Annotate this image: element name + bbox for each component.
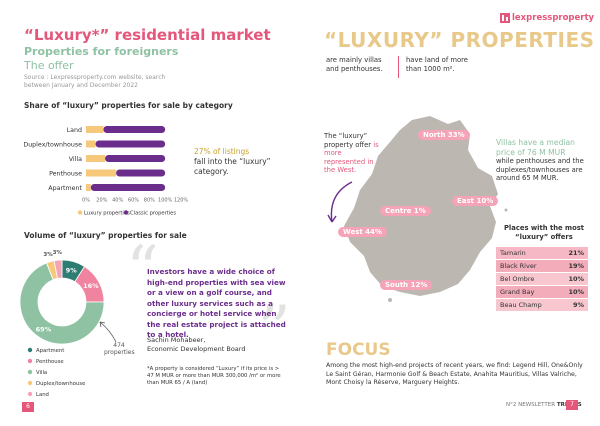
slice-value-label: 3% xyxy=(43,252,53,258)
legend-swatch xyxy=(27,369,33,375)
building-logo-icon xyxy=(500,13,510,23)
donut-slice xyxy=(53,259,63,279)
heading-divider xyxy=(398,56,399,78)
x-tick-label: 20% xyxy=(96,198,107,204)
page-number-left: 6 xyxy=(22,402,34,412)
x-tick-label: 80% xyxy=(144,198,155,204)
bar-segment xyxy=(103,126,166,133)
x-tick-label: 40% xyxy=(112,198,123,204)
donut-chart-title: Volume of “luxury” properties for sale xyxy=(24,231,187,240)
table-row: Grand Bay 10% xyxy=(496,286,588,298)
page-number-right: 7 xyxy=(566,400,578,410)
bar-segment xyxy=(86,184,91,191)
west-note-a: The “luxury” property offer xyxy=(324,132,372,149)
villa-note-green: Villas have a median price of 76 M MUR xyxy=(496,138,575,157)
table-row: Black River 19% xyxy=(496,260,588,272)
donut-total: 474 properties xyxy=(104,342,135,356)
category-label: Villa xyxy=(69,156,82,163)
right-page: lexpressproperty “LUXURY” PROPERTIES are… xyxy=(300,0,600,426)
bar-note-pct: 27% of listings xyxy=(194,147,250,156)
table-row: Tamarin 21% xyxy=(496,247,588,259)
category-label: Penthouse xyxy=(49,171,82,178)
donut-chart: 9% 16% 69% 3% 3% Apartment Penthouse Villa Duple… xyxy=(19,250,105,398)
bar-segment xyxy=(105,155,166,162)
heading-col-2: have land of more than 1000 m². xyxy=(406,56,468,73)
slice-value-label: 69% xyxy=(36,325,52,333)
bar-segment xyxy=(86,169,117,177)
focus-title: FOCUS xyxy=(326,340,391,360)
places-table: Tamarin 21% Black River 19% Bel Ombre 10% G… xyxy=(496,247,588,311)
quote-mark-icon: “ xyxy=(126,233,159,307)
west-arrow xyxy=(327,181,353,223)
slice-value-label: 16% xyxy=(83,282,99,290)
left-subtitle-2: The offer xyxy=(24,59,74,72)
region-centre: Centre 1% xyxy=(380,206,431,216)
quote-mark-close-icon: ” xyxy=(258,293,291,367)
bar-chart-note: 27% of listings fall into the “luxury” c… xyxy=(194,147,284,177)
x-tick-label: 60% xyxy=(128,198,139,204)
legend-swatch xyxy=(77,210,83,215)
bar-segment xyxy=(90,184,166,191)
legend-label: Villa xyxy=(36,370,47,376)
legend-swatch xyxy=(27,358,33,364)
region-south: South 12% xyxy=(380,280,433,290)
x-tick-label: 0% xyxy=(82,198,90,204)
legend-label: Duplex/townhouse xyxy=(36,381,85,387)
west-note-b: is more represented in the West. xyxy=(324,140,379,175)
bar-segment xyxy=(86,140,96,148)
brand-name: lexpressproperty xyxy=(512,13,595,23)
heading-col-1: are mainly villas and penthouses. xyxy=(326,56,383,73)
bar-segment xyxy=(86,155,105,162)
right-heading: “LUXURY” PROPERTIES xyxy=(324,28,595,52)
left-page: “Luxury*” residential market Properties … xyxy=(19,26,291,412)
region-east: East 10% xyxy=(452,196,499,206)
table-row: Beau Champ 9% xyxy=(496,299,588,311)
brand-logo: lexpressproperty xyxy=(500,12,594,24)
legend-swatch xyxy=(123,210,129,215)
bar-chart-title: Share of “luxury” properties for sale by… xyxy=(24,101,233,110)
donut-slice xyxy=(19,262,105,345)
quote-author: Sachin Mohabeer, Economic Development Bo… xyxy=(147,336,245,353)
category-label: Land xyxy=(67,127,82,134)
donut-total-arrow xyxy=(99,321,117,343)
places-title: Places with the most “luxury” offers xyxy=(503,224,585,241)
quote-text: Investors have a wide choice of high-end… xyxy=(147,267,286,339)
slice-value-label: 9% xyxy=(66,266,78,274)
legend-swatch xyxy=(27,391,33,397)
legend-swatch xyxy=(27,380,33,386)
legend-label: Luxury properties xyxy=(84,211,130,217)
donut-total-word: properties xyxy=(104,349,135,356)
region-north: North 33% xyxy=(418,130,470,140)
legend-label: Land xyxy=(36,392,49,398)
focus-text: Among the most high-end projects of rece… xyxy=(326,362,583,386)
legend-label: Penthouse xyxy=(36,359,64,365)
legend-label: Classic properties xyxy=(130,211,176,217)
bar-segment xyxy=(95,140,166,148)
table-row: Bel Ombre 10% xyxy=(496,273,588,285)
region-west: West 44% xyxy=(338,227,387,237)
source-note: Source : Lexpressproperty.com website, s… xyxy=(24,74,166,89)
footer-a: N°2 NEWSLETTER xyxy=(506,402,556,408)
slice-value-label: 3% xyxy=(53,250,63,256)
author-name: Sachin Mohabeer, xyxy=(147,336,206,344)
west-note: The “luxury” property offer is more repr… xyxy=(324,132,384,175)
villa-note-rest: while penthouses and the duplexes/townho… xyxy=(496,157,584,183)
category-label: Duplex/townhouse xyxy=(23,142,82,149)
villa-note: Villas have a median price of 76 M MUR w… xyxy=(496,138,588,183)
category-label: Apartment xyxy=(48,185,82,192)
left-subtitle-1: Properties for foreigners xyxy=(24,45,179,58)
donut-total-number: 474 xyxy=(113,342,125,349)
author-role: Economic Development Board xyxy=(147,344,246,353)
footnote: *A property is considered “Luxury” if it… xyxy=(147,366,281,386)
bar-segment xyxy=(86,126,104,133)
left-title: “Luxury*” residential market xyxy=(24,26,271,44)
x-tick-label: 120% xyxy=(174,198,188,204)
bar-segment xyxy=(116,169,166,177)
legend-label: Apartment xyxy=(36,348,64,354)
bar-note-rest: fall into the “luxury” category. xyxy=(194,157,271,176)
x-tick-label: 100% xyxy=(158,198,173,204)
stacked-bar-chart: Land Duplex/townhouse Villa Penthouse Apartm… xyxy=(23,126,188,217)
legend-swatch xyxy=(27,347,33,353)
